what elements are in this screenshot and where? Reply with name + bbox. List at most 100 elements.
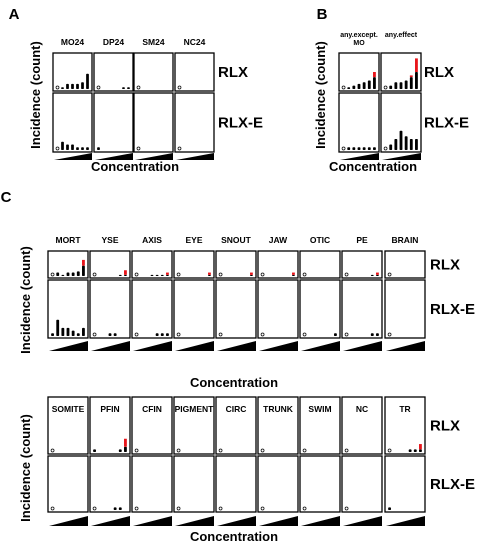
panel-a-mo24-rlx-bar-2 — [66, 84, 69, 89]
panel-c-axis-concentration-wedge — [133, 341, 172, 351]
panel-b-any-except-mo-rlx-bar-1 — [347, 87, 350, 89]
panel-b-any-effect-rlx-e-bar-1 — [389, 145, 392, 151]
panel-c2-pfin-rlx-e-bar-5 — [119, 507, 122, 510]
panel-c2-cfin-rlx-marker-0 — [135, 449, 138, 452]
panel-c2-somite-rlx-e-marker-0 — [51, 507, 54, 510]
panel-a-mo24-rlx-bar-1 — [61, 87, 64, 89]
panel-c2-facet-title-somite: SOMITE — [52, 404, 85, 414]
panel-c2-circ-concentration-wedge — [217, 516, 256, 526]
panel-b-any-except-mo-rlx-bar-3 — [358, 84, 361, 89]
panel-b-any-effect-rlx-excess-bar-6 — [415, 58, 418, 72]
panel-b-any-except-mo-rlx-e-bar-4 — [363, 147, 366, 150]
panel-b-any-effect-rlx-e-bar-5 — [410, 139, 413, 150]
panel-b-any-except-mo-rlx-e-bar-6 — [373, 147, 376, 150]
panel-c-axis-rlx-bar-3 — [151, 275, 154, 276]
panel-c-eye-concentration-wedge — [175, 341, 214, 351]
panel-a-mo24-rlx-bar-6 — [86, 74, 89, 89]
panel-c-pe-concentration-wedge — [343, 341, 382, 351]
panel-b-any-except-mo-rlx-bar-4 — [363, 82, 366, 89]
panel-b-any-effect-rlx-e-bar-2 — [394, 139, 397, 150]
panel-c-ylabel: Incidence (count) — [18, 246, 33, 354]
panel-c-yse-rlx-e-marker-0 — [93, 333, 96, 336]
panel-c2-pigment-rlx-e-marker-0 — [177, 507, 180, 510]
panel-c2-nc-concentration-wedge — [343, 516, 382, 526]
panel-a-mo24-rlx-e-bar-2 — [66, 145, 69, 151]
panel-b-any-effect-rlx-e-marker-0 — [384, 147, 387, 150]
panel-a-sm24-rlx-frame — [134, 53, 173, 91]
panel-c2-tr-rlx-bar-4 — [409, 449, 412, 452]
panel-c-otic-rlx-marker-0 — [303, 273, 306, 276]
panel-c2-pigment-rlx-marker-0 — [177, 449, 180, 452]
panel-c-axis-rlx-bar-4 — [156, 275, 159, 276]
panel-c-facet-title-otic: OTIC — [310, 235, 330, 245]
panel-b-any-except-mo-rlx-bar-6 — [373, 77, 376, 89]
panel-c-mort-rlx-e-bar-1 — [56, 320, 59, 336]
panel-c-mort-rlx-bar-6 — [82, 266, 85, 276]
panel-a-facet-title-sm24: SM24 — [142, 37, 164, 47]
panel-c-eye-rlx-e-frame — [174, 280, 214, 338]
panel-b-any-except-mo-rlx-e-frame — [339, 93, 379, 152]
panel-c2-trunk-concentration-wedge — [259, 516, 298, 526]
panel-c-pe-rlx-bar-5 — [371, 275, 374, 276]
panel-a-nc24-rlx-e-marker-0 — [178, 147, 181, 150]
panel-a-facet-title-nc24: NC24 — [184, 37, 206, 47]
panel-a-facet-title-mo24: MO24 — [61, 37, 84, 47]
panel-c-mort-rlx-bar-1 — [56, 273, 59, 276]
panel-c-yse-rlx-bar-6 — [124, 275, 127, 276]
panel-b-any-except-mo-rlx-e-bar-1 — [347, 147, 350, 150]
panel-c-mort-rlx-bar-5 — [77, 271, 80, 276]
panel-c-mort-rlx-e-bar-2 — [61, 328, 64, 336]
panel-c-otic-rlx-e-frame — [300, 280, 340, 338]
panel-c-axis-rlx-excess-bar-6 — [166, 273, 169, 275]
panel-a-mo24-rlx-e-bar-1 — [61, 142, 64, 150]
panel-a-xlabel: Concentration — [91, 159, 179, 174]
panel-c2-tr-concentration-wedge — [386, 516, 425, 526]
panel-c-jaw-rlx-bar-6 — [292, 275, 295, 276]
panel-c-axis-rlx-e-bar-6 — [166, 333, 169, 336]
panel-a-row-label-rlx-e: RLX-E — [218, 115, 263, 132]
panel-a-nc24-rlx-e-frame — [175, 93, 214, 152]
panel-a-letter: A — [9, 6, 20, 23]
panel-c2-pfin-rlx-e-frame — [90, 456, 130, 512]
panel-c-axis-rlx-bar-5 — [161, 275, 164, 276]
panel-b-any-except-mo-rlx-e-bar-2 — [352, 147, 355, 150]
panel-a-mo24-rlx-e-bar-5 — [81, 147, 84, 150]
panel-c-axis-rlx-e-marker-0 — [135, 333, 138, 336]
panel-c-snout-rlx-e-frame — [216, 280, 256, 338]
panel-c2-nc-rlx-marker-0 — [345, 449, 348, 452]
panel-c-yse-rlx-excess-bar-6 — [124, 270, 127, 275]
panel-c2-pigment-concentration-wedge — [175, 516, 214, 526]
panel-c2-pfin-rlx-excess-bar-6 — [124, 439, 127, 447]
panel-b-any-effect-rlx-bar-3 — [400, 82, 403, 89]
panel-c-yse-concentration-wedge — [91, 341, 130, 351]
panel-c-row-label-rlx: RLX — [430, 257, 460, 274]
panel-a-dp24-rlx-e-frame — [94, 93, 133, 152]
panel-b-letter: B — [317, 6, 328, 23]
panel-c2-facet-title-cfin: CFIN — [142, 404, 162, 414]
panel-c-snout-rlx-excess-bar-6 — [250, 273, 253, 275]
panel-c2-cfin-rlx-e-marker-0 — [135, 507, 138, 510]
panel-b-ylabel: Incidence (count) — [313, 41, 328, 149]
panel-b-any-except-mo-rlx-e-bar-5 — [368, 147, 371, 150]
panel-c-brain-rlx-marker-0 — [388, 273, 391, 276]
panel-c2-row-label-rlx: RLX — [430, 418, 460, 435]
panel-a-dp24-rlx-bar-5 — [122, 87, 125, 89]
panel-a-mo24-rlx-bar-4 — [76, 84, 79, 89]
panel-b-any-effect-rlx-bar-1 — [389, 86, 392, 89]
panel-c2-pfin-rlx-e-bar-4 — [114, 507, 117, 510]
panel-c2-tr-rlx-excess-bar-6 — [419, 444, 422, 449]
panel-a-dp24-rlx-frame — [94, 53, 133, 91]
panel-b-row-label-rlx: RLX — [424, 64, 454, 81]
panel-c-yse-rlx-bar-5 — [119, 275, 122, 276]
panel-c-letter: C — [1, 189, 12, 206]
panel-c-axis-rlx-e-bar-5 — [161, 333, 164, 336]
panel-c-jaw-rlx-excess-bar-6 — [292, 273, 295, 275]
panel-c-mort-rlx-e-bar-4 — [72, 331, 75, 336]
panel-c-pe-rlx-e-marker-0 — [345, 333, 348, 336]
panel-c2-facet-title-nc: NC — [356, 404, 368, 414]
panel-a-mo24-rlx-e-marker-0 — [56, 147, 59, 150]
panel-c2-facet-title-tr: TR — [399, 404, 410, 414]
panel-c-eye-rlx-marker-0 — [177, 273, 180, 276]
panel-c2-swim-rlx-marker-0 — [303, 449, 306, 452]
